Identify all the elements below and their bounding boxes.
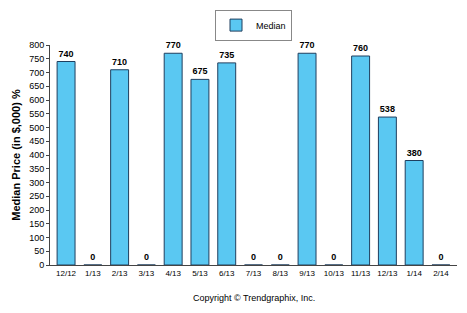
svg-text:10/13: 10/13 [324, 269, 345, 278]
svg-text:150: 150 [29, 219, 44, 229]
svg-text:770: 770 [166, 40, 181, 50]
svg-text:2/14: 2/14 [433, 269, 449, 278]
svg-text:5/13: 5/13 [192, 269, 208, 278]
svg-text:9/13: 9/13 [299, 269, 315, 278]
svg-text:11/13: 11/13 [351, 269, 371, 278]
svg-text:0: 0 [144, 252, 149, 262]
svg-text:600: 600 [29, 95, 44, 105]
svg-text:Copyright © Trendgraphix, Inc.: Copyright © Trendgraphix, Inc. [193, 293, 315, 303]
svg-text:50: 50 [34, 246, 44, 256]
svg-text:750: 750 [29, 54, 44, 64]
svg-text:675: 675 [192, 66, 207, 76]
svg-text:450: 450 [29, 136, 44, 146]
svg-text:3/13: 3/13 [139, 269, 155, 278]
svg-text:735: 735 [219, 50, 234, 60]
svg-text:1/14: 1/14 [406, 269, 422, 278]
svg-text:380: 380 [407, 148, 422, 158]
svg-text:Median: Median [256, 21, 286, 31]
svg-text:710: 710 [112, 57, 127, 67]
svg-text:550: 550 [29, 109, 44, 119]
svg-text:8/13: 8/13 [272, 269, 288, 278]
svg-text:250: 250 [29, 191, 44, 201]
svg-text:350: 350 [29, 164, 44, 174]
svg-text:0: 0 [39, 260, 44, 270]
svg-text:200: 200 [29, 205, 44, 215]
svg-text:6/13: 6/13 [219, 269, 235, 278]
svg-text:650: 650 [29, 81, 44, 91]
svg-text:12/13: 12/13 [377, 269, 398, 278]
svg-text:800: 800 [29, 40, 44, 50]
svg-text:740: 740 [59, 49, 74, 59]
svg-text:760: 760 [353, 43, 368, 53]
svg-text:1/13: 1/13 [85, 269, 101, 278]
svg-text:7/13: 7/13 [246, 269, 262, 278]
svg-text:4/13: 4/13 [165, 269, 181, 278]
svg-text:500: 500 [29, 123, 44, 133]
svg-text:100: 100 [29, 233, 44, 243]
svg-text:0: 0 [90, 252, 95, 262]
svg-text:Median Price (in $,000) %: Median Price (in $,000) % [10, 89, 22, 221]
svg-text:400: 400 [29, 150, 44, 160]
svg-text:2/13: 2/13 [112, 269, 128, 278]
svg-text:300: 300 [29, 178, 44, 188]
svg-text:0: 0 [278, 252, 283, 262]
svg-text:770: 770 [300, 40, 315, 50]
svg-text:12/12: 12/12 [56, 269, 77, 278]
svg-text:700: 700 [29, 68, 44, 78]
svg-text:538: 538 [380, 104, 395, 114]
svg-text:0: 0 [438, 252, 443, 262]
svg-text:0: 0 [331, 252, 336, 262]
svg-text:0: 0 [251, 252, 256, 262]
